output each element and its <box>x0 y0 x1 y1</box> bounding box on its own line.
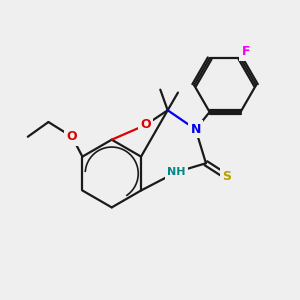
Text: S: S <box>222 170 231 183</box>
Text: F: F <box>242 46 250 59</box>
Text: NH: NH <box>167 167 186 177</box>
Text: O: O <box>67 130 77 143</box>
Text: O: O <box>140 118 151 131</box>
Text: N: N <box>190 123 201 136</box>
